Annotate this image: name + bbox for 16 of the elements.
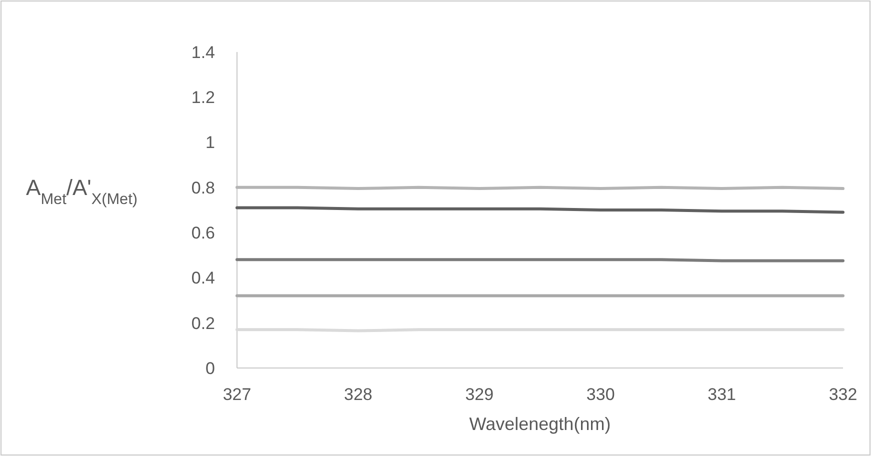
y-axis-title: A$_{Met}$/A'$_{X(Met)}$ <box>26 175 138 208</box>
x-tick-label: 330 <box>586 385 615 404</box>
y-tick-label: 0 <box>206 358 215 378</box>
y-tick-label: 1.4 <box>191 42 215 62</box>
x-tick-label: 332 <box>828 385 858 404</box>
x-axis-title: Wavelenegth(nm) <box>469 414 611 434</box>
y-tick-label: 1 <box>206 133 215 152</box>
y-tick-label: 0.2 <box>191 314 215 333</box>
x-tick-label: 329 <box>465 385 494 404</box>
y-tick-label: 0.4 <box>191 268 215 288</box>
x-tick-label: 331 <box>708 385 736 404</box>
x-tick-label: 327 <box>222 385 252 404</box>
y-tick-label: 1.2 <box>191 88 215 108</box>
x-tick-label: 328 <box>344 385 372 404</box>
y-tick-label: 0.6 <box>191 224 215 243</box>
y-tick-label: 0.8 <box>191 178 215 198</box>
